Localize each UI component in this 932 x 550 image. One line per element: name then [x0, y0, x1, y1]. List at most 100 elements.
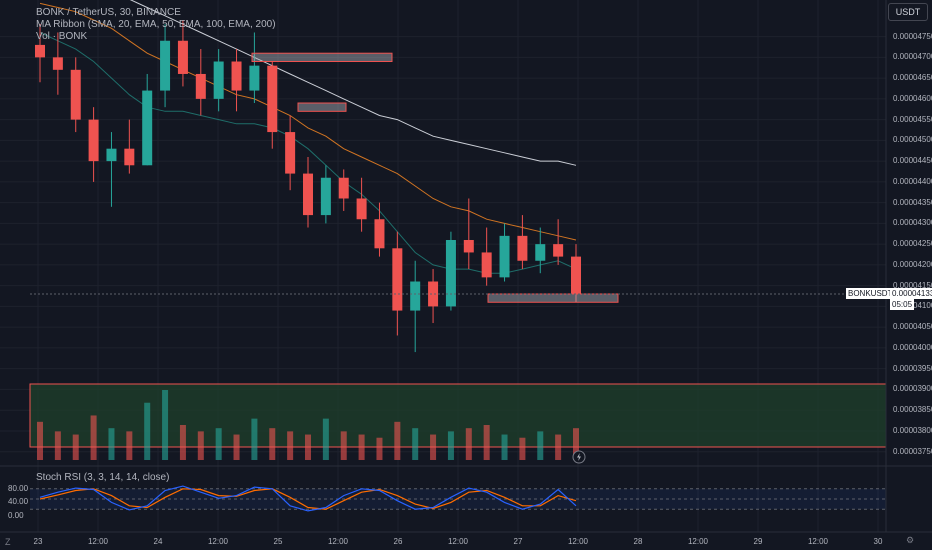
- candle-countdown: 05:05: [890, 298, 915, 310]
- volume-bar: [555, 434, 562, 460]
- price-tick-label: 0.00004650: [893, 73, 932, 83]
- price-tick-label: 0.00003850: [893, 405, 932, 415]
- candle-body: [356, 198, 367, 220]
- chart-grid: [0, 0, 886, 532]
- candle-body: [177, 40, 188, 74]
- candle-body: [35, 44, 45, 58]
- volume-bar: [126, 431, 133, 460]
- candle-body: [303, 173, 313, 216]
- zone-box: [297, 102, 347, 112]
- volume-bar: [376, 437, 383, 460]
- candle-body: [535, 244, 546, 261]
- candle-body: [160, 40, 171, 91]
- price-tick-label: 0.00003950: [893, 363, 932, 373]
- stoch-rsi-k-line: [39, 485, 577, 512]
- candle-body: [445, 240, 456, 307]
- volume-bar: [90, 415, 97, 460]
- price-tick-label: 0.00004250: [893, 239, 932, 249]
- ma-ribbon-legend[interactable]: MA Ribbon (SMA, 20, EMA, 50, EMA, 100, E…: [36, 19, 276, 30]
- candle-body: [213, 61, 224, 99]
- zone-box: [251, 52, 393, 63]
- volume-bar: [322, 418, 329, 460]
- auto-scale-toggle[interactable]: Z: [5, 537, 11, 547]
- volume-bar: [394, 421, 401, 460]
- candle-body: [553, 244, 564, 257]
- volume-bar: [162, 390, 169, 460]
- time-tick-label: 27: [513, 537, 523, 546]
- volume-bar: [501, 434, 508, 460]
- time-tick-label: 26: [393, 537, 403, 546]
- price-tick-label: 0.00004600: [893, 93, 932, 103]
- volume-bar: [144, 402, 151, 460]
- volume-bar: [305, 434, 311, 460]
- chart-title-legend[interactable]: BONK / TetherUS, 30, BINANCE: [36, 7, 181, 18]
- volume-bar: [340, 431, 347, 460]
- price-tick-label: 0.00004300: [893, 218, 932, 228]
- volume-bar: [430, 434, 437, 460]
- volume-bar: [483, 425, 490, 460]
- price-tick-label: 0.00003900: [893, 384, 932, 394]
- price-tick-label: 0.00004200: [893, 259, 932, 269]
- currency-button[interactable]: USDT: [888, 3, 928, 21]
- volume-legend[interactable]: Vol · BONK: [36, 31, 88, 42]
- ema50-line: [39, 2, 577, 241]
- price-tick-label: 0.00004400: [893, 176, 932, 186]
- candle-body: [52, 57, 63, 70]
- supply-demand-boxes: [251, 52, 619, 303]
- time-tick-label: 29: [753, 537, 763, 546]
- price-tick-label: 0.00004750: [893, 31, 932, 41]
- price-tick-label: 0.00004000: [893, 342, 932, 352]
- candle-body: [410, 281, 421, 311]
- candle-body: [195, 73, 206, 99]
- time-tick-label: 12:00: [87, 537, 109, 546]
- volume-zone: [29, 383, 887, 448]
- volume-bar: [215, 428, 222, 460]
- stoch-rsi-d-line: [39, 488, 577, 510]
- price-tick-label: 0.00004450: [893, 156, 932, 166]
- volume-bar: [197, 431, 204, 460]
- lightning-icon[interactable]: [572, 450, 586, 464]
- candle-body: [463, 240, 474, 253]
- volume-bars: [37, 390, 579, 460]
- volume-bar: [358, 434, 365, 460]
- time-tick-label: 23: [33, 537, 43, 546]
- ema200-line: [129, 0, 577, 166]
- volume-bar: [251, 418, 258, 460]
- ma20-line: [39, 32, 577, 274]
- candle-body: [517, 235, 528, 261]
- candle-body: [231, 61, 242, 91]
- price-tick-label: 0.00003750: [893, 446, 932, 456]
- candle-body: [499, 235, 510, 278]
- time-tick-label: 12:00: [807, 537, 829, 546]
- time-tick-label: 12:00: [447, 537, 469, 546]
- rsi-level-label: 0.00: [8, 511, 24, 520]
- volume-bar: [108, 428, 115, 460]
- candle-body: [481, 252, 492, 278]
- volume-bar: [412, 428, 419, 460]
- settings-gear-icon[interactable]: ⚙: [906, 535, 915, 545]
- candle-body: [106, 148, 117, 162]
- candle-body: [374, 219, 385, 249]
- volume-bar: [233, 434, 240, 460]
- volume-bar: [287, 431, 294, 460]
- price-tick-label: 0.00003800: [893, 425, 932, 435]
- rsi-level-label: 80.00: [8, 483, 29, 493]
- candle-body: [267, 65, 278, 133]
- last-symbol-label: BONKUSDT: [846, 287, 895, 299]
- time-tick-label: 12:00: [327, 537, 349, 546]
- time-tick-label: 12:00: [687, 537, 709, 546]
- candle-body: [142, 90, 153, 166]
- time-tick-label: 24: [153, 537, 163, 546]
- candlestick-series: [35, 20, 581, 353]
- candle-body: [338, 177, 349, 199]
- volume-bar: [465, 428, 472, 460]
- stoch-rsi-pane: [30, 485, 886, 512]
- candle-body: [571, 256, 581, 294]
- volume-bar: [179, 425, 186, 460]
- volume-bar: [37, 421, 43, 460]
- candle-body: [88, 119, 99, 162]
- ma-ribbon: [39, 0, 577, 274]
- stoch-rsi-legend[interactable]: Stoch RSI (3, 3, 14, 14, close): [36, 472, 170, 483]
- volume-bar: [537, 431, 544, 460]
